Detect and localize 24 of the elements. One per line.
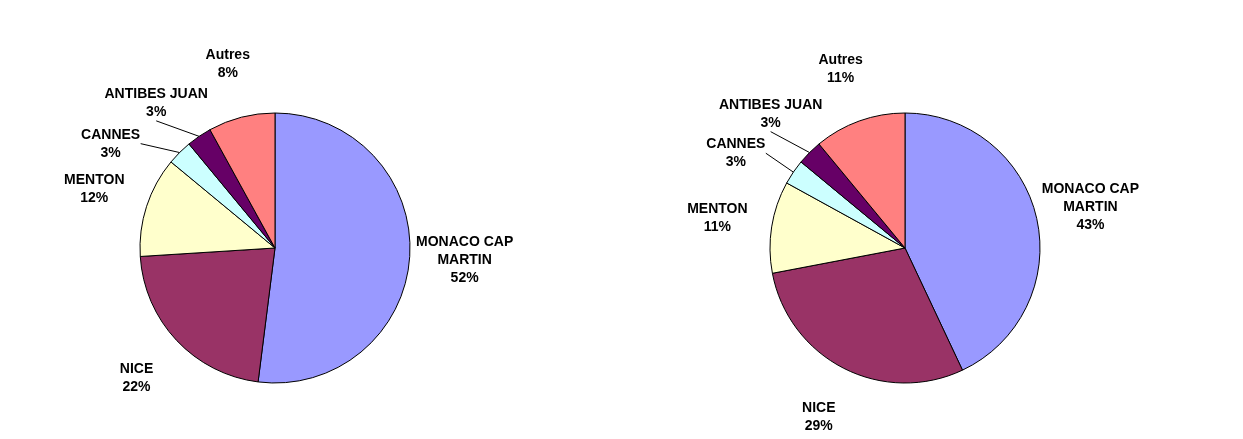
data-label: 3% (725, 153, 747, 170)
data-label: 8% (217, 63, 239, 80)
data-label: 22% (122, 378, 152, 395)
data-label: 12% (80, 189, 109, 206)
slice-label: ANTIBES JUAN (718, 95, 823, 112)
data-label: 11% (827, 69, 855, 86)
slice-label: Autres (205, 45, 251, 62)
data-label: 11% (703, 218, 732, 235)
data-label: 52% (450, 268, 480, 285)
data-label: 3% (760, 113, 782, 130)
slice-label: Autres (818, 51, 864, 68)
slice-label: CANNES (706, 135, 766, 152)
data-label: 3% (146, 102, 167, 119)
data-label: 3% (100, 143, 122, 160)
data-label: 29% (804, 417, 834, 434)
data-label: 43% (1076, 215, 1105, 232)
slice-label: MENTON (64, 171, 125, 188)
slice-label: NICE (802, 399, 836, 416)
slice-label: CANNES (81, 125, 141, 142)
slice-label: MONACO CAP MARTIN (1041, 179, 1140, 214)
slice-label: MONACO CAP MARTIN (416, 232, 514, 267)
slice-label: ANTIBES JUAN (104, 84, 208, 101)
slice-label: MENTON (687, 200, 748, 217)
slice-label: NICE (119, 360, 154, 377)
